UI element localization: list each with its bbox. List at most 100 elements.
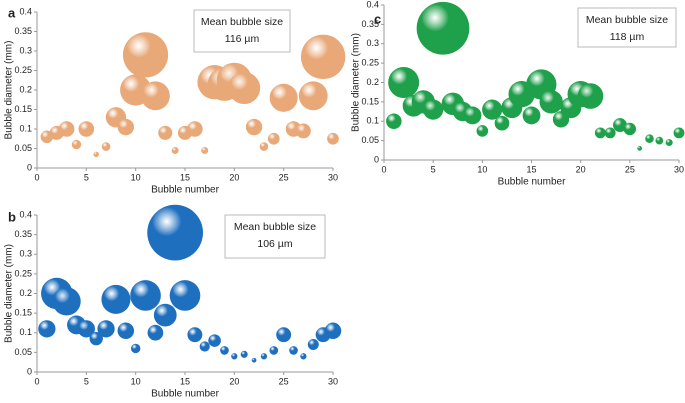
y-tick-label: 0.3 xyxy=(19,249,32,259)
bubble xyxy=(276,327,292,343)
bubble xyxy=(140,81,170,111)
bubble xyxy=(147,204,204,261)
y-tick-label: 0.3 xyxy=(19,45,32,55)
y-tick-label: 0.2 xyxy=(366,77,379,87)
bubble xyxy=(231,353,238,360)
bubble xyxy=(101,142,111,151)
bubble xyxy=(259,142,269,151)
x-tick-label: 0 xyxy=(34,376,39,386)
bubble xyxy=(623,122,637,136)
bubble xyxy=(637,146,642,151)
panel-label: c xyxy=(374,11,381,26)
x-tick-label: 25 xyxy=(279,172,289,182)
bubble xyxy=(665,139,673,147)
bubble xyxy=(93,151,99,158)
x-tick-label: 15 xyxy=(526,164,536,174)
x-tick-label: 5 xyxy=(84,376,89,386)
bubble xyxy=(388,67,420,98)
bubble xyxy=(130,280,161,311)
y-tick-label: 0.2 xyxy=(19,84,32,94)
y-tick-label: 0.25 xyxy=(361,58,379,68)
y-tick-label: 0.4 xyxy=(19,6,32,16)
note-box xyxy=(193,9,291,53)
panel-label: a xyxy=(8,5,16,20)
bubble xyxy=(307,339,319,351)
y-tick-label: 0.15 xyxy=(14,308,32,318)
y-tick-label: 0 xyxy=(27,366,32,376)
bubble xyxy=(158,125,173,140)
bubble xyxy=(130,343,141,354)
bubble xyxy=(78,121,95,137)
y-axis-label: Bubble diameter (mm) xyxy=(351,33,362,132)
bubble xyxy=(171,146,179,154)
y-tick-label: 0.15 xyxy=(361,96,379,106)
y-tick-label: 0.1 xyxy=(366,116,379,126)
panel-label: b xyxy=(8,209,16,224)
note-text: Mean bubble size xyxy=(234,221,316,233)
bubble xyxy=(187,327,203,343)
bubble xyxy=(577,83,604,109)
bubble xyxy=(77,320,95,338)
bubble xyxy=(220,346,229,355)
x-tick-label: 10 xyxy=(131,172,141,182)
bubble xyxy=(89,331,103,346)
bubble xyxy=(539,90,563,114)
bubble xyxy=(269,83,298,112)
bubble xyxy=(117,322,135,340)
bubble xyxy=(269,346,279,355)
y-tick-label: 0 xyxy=(374,154,379,164)
x-tick-label: 0 xyxy=(34,172,39,182)
bubble xyxy=(260,353,268,360)
bubble xyxy=(199,341,210,352)
bubble xyxy=(228,72,261,105)
bubble xyxy=(147,324,164,341)
bubble xyxy=(300,353,307,360)
bubble xyxy=(97,320,115,338)
bubble xyxy=(327,132,339,145)
bubble xyxy=(300,34,346,80)
bubble xyxy=(201,146,209,154)
y-tick-label: 0.2 xyxy=(19,288,32,298)
bubble xyxy=(522,106,541,125)
x-tick-label: 10 xyxy=(131,376,141,386)
bubble xyxy=(71,139,82,150)
y-tick-label: 0.35 xyxy=(14,229,32,239)
bubble xyxy=(251,357,257,363)
bubble xyxy=(613,118,627,133)
bubble xyxy=(423,99,444,120)
x-tick-label: 30 xyxy=(674,164,684,174)
bubble xyxy=(482,99,503,120)
y-tick-label: 0.3 xyxy=(366,38,379,48)
y-tick-label: 0 xyxy=(27,162,32,172)
y-tick-label: 0.05 xyxy=(14,143,32,153)
y-tick-label: 0.1 xyxy=(19,327,32,337)
bubble xyxy=(298,81,328,111)
bubble xyxy=(494,115,510,131)
note-text: 106 µm xyxy=(257,238,292,250)
y-tick-label: 0.35 xyxy=(361,19,379,29)
y-axis-label: Bubble diameter (mm) xyxy=(4,244,15,343)
bubble xyxy=(187,121,203,137)
bubble xyxy=(101,284,131,314)
x-tick-label: 30 xyxy=(328,172,338,182)
y-tick-label: 0.15 xyxy=(14,104,32,114)
y-tick-label: 0.25 xyxy=(14,268,32,278)
note-text: Mean bubble size xyxy=(586,14,668,26)
y-tick-label: 0.4 xyxy=(19,209,32,219)
bubble xyxy=(604,127,616,139)
x-tick-label: 20 xyxy=(229,376,239,386)
bubble xyxy=(386,113,402,129)
x-tick-label: 5 xyxy=(84,172,89,182)
y-tick-label: 0.35 xyxy=(14,26,32,36)
x-tick-label: 25 xyxy=(625,164,635,174)
bubble xyxy=(58,121,75,137)
bubble xyxy=(463,106,482,125)
bubble xyxy=(245,118,263,136)
bubble xyxy=(289,346,298,355)
x-tick-label: 10 xyxy=(477,164,487,174)
bubble xyxy=(655,136,664,145)
bubble xyxy=(169,280,201,311)
y-tick-label: 0.4 xyxy=(366,0,379,9)
y-tick-label: 0.05 xyxy=(361,135,379,145)
